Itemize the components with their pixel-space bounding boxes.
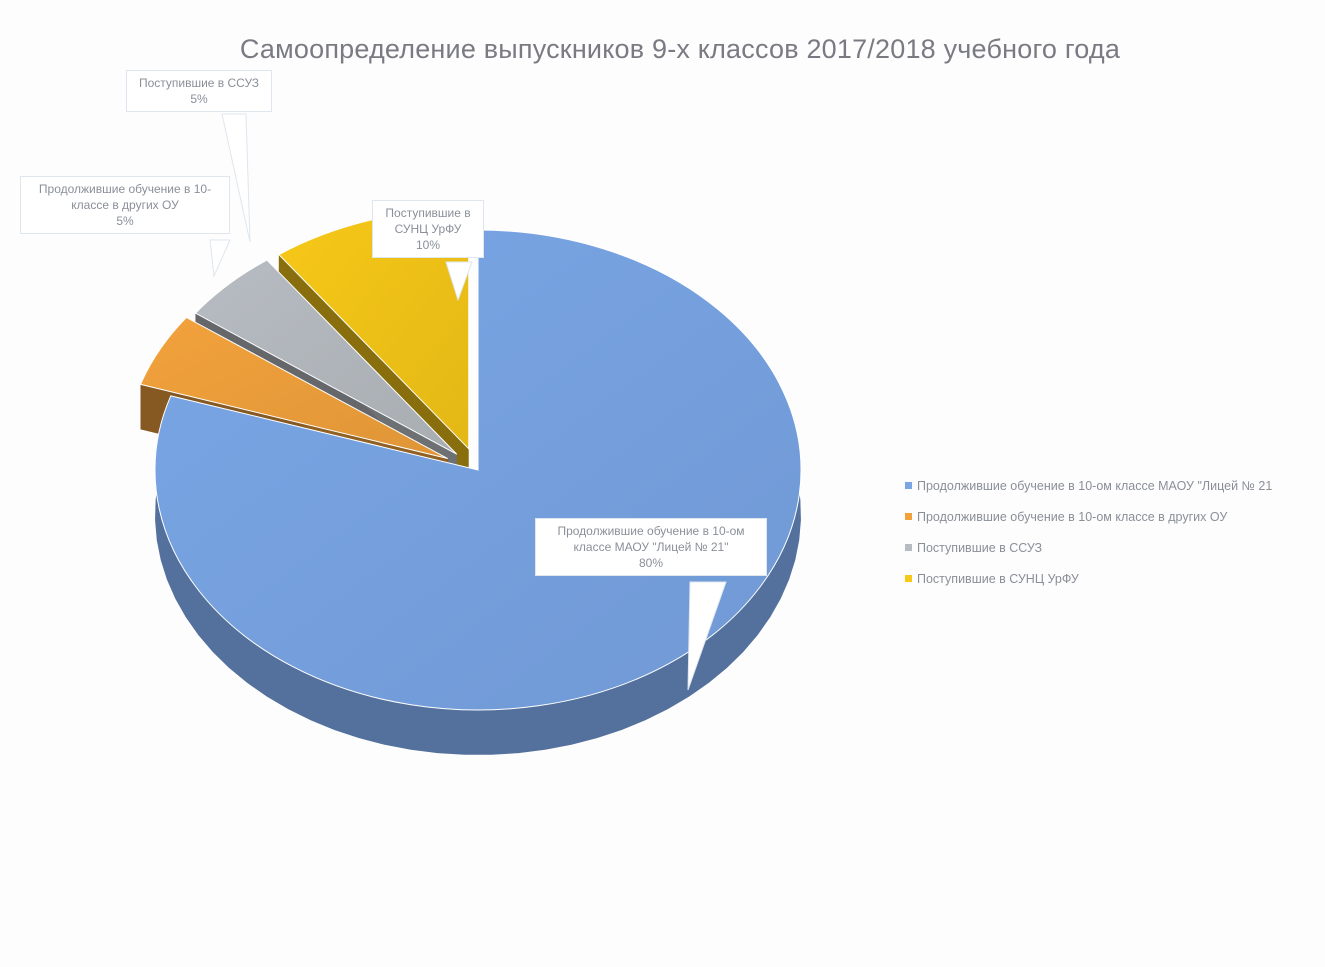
- callout-pointer-other-schools: [209, 239, 231, 278]
- callout-pointer-lyceum: [687, 581, 727, 691]
- legend-swatch-ssuz: [905, 544, 912, 551]
- legend-swatch-lyceum: [905, 482, 912, 489]
- legend-swatch-sunc: [905, 575, 912, 582]
- data-label-sunc-line1: Поступившие в: [385, 206, 471, 220]
- pie-slice-ssuz: [194, 259, 458, 455]
- data-label-ssuz-value: 5%: [190, 92, 208, 106]
- legend-label-other-schools: Продолжившие обучение в 10-ом классе в д…: [917, 509, 1228, 524]
- pie-slice-other-schools: [139, 316, 448, 460]
- data-label-sunc: Поступившие в СУНЦ УрФУ 10%: [372, 200, 484, 258]
- legend-item-other-schools: Продолжившие обучение в 10-ом классе в д…: [905, 501, 1272, 532]
- data-label-other-schools-line1: Продолжившие обучение в 10-: [38, 182, 212, 196]
- legend-label-sunc: Поступившие в СУНЦ УрФУ: [917, 571, 1079, 586]
- data-label-other-schools: Продолжившие обучение в 10- классе в дру…: [20, 176, 230, 234]
- legend-label-lyceum: Продолжившие обучение в 10-ом классе МАО…: [917, 478, 1273, 493]
- data-label-ssuz: Поступившие в ССУЗ 5%: [126, 70, 272, 112]
- data-label-lyceum-value: 80%: [638, 556, 664, 570]
- data-label-lyceum-line2: классе МАОУ "Лицей № 21": [573, 540, 729, 554]
- pie-slice-lyceum: [154, 229, 802, 711]
- legend-item-ssuz: Поступившие в ССУЗ: [905, 532, 1272, 563]
- data-label-ssuz-line1: Поступившие в ССУЗ: [138, 76, 260, 90]
- data-label-sunc-value: 10%: [415, 238, 441, 252]
- data-label-other-schools-line2: классе в других ОУ: [71, 198, 179, 212]
- data-label-other-schools-value: 5%: [116, 214, 134, 228]
- legend-label-ssuz: Поступившие в ССУЗ: [917, 540, 1043, 555]
- data-label-sunc-line2: СУНЦ УрФУ: [394, 222, 462, 236]
- data-label-lyceum-line1: Продолжившие обучение в 10-ом: [557, 524, 745, 538]
- callout-pointer-sunc: [445, 261, 473, 302]
- data-label-lyceum: Продолжившие обучение в 10-ом классе МАО…: [535, 518, 767, 576]
- legend-item-lyceum: Продолжившие обучение в 10-ом классе МАО…: [905, 470, 1272, 501]
- chart-legend: Продолжившие обучение в 10-ом классе МАО…: [905, 470, 1272, 594]
- chart-title: Самоопределение выпускников 9-х классов …: [239, 34, 1121, 64]
- legend-swatch-other-schools: [905, 513, 912, 520]
- callout-pointer-ssuz: [221, 113, 251, 243]
- legend-item-sunc: Поступившие в СУНЦ УрФУ: [905, 563, 1272, 594]
